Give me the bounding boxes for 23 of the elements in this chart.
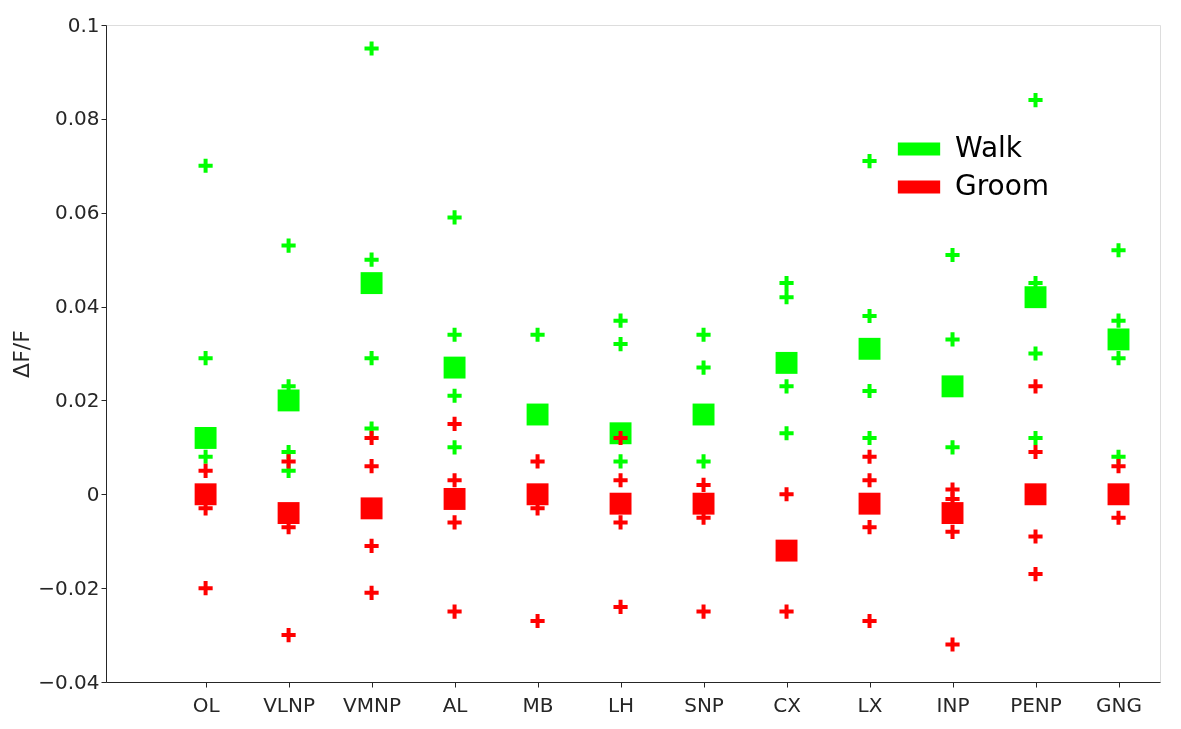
y-tick-label: 0.08 xyxy=(54,106,100,131)
x-tick-label: VMNP xyxy=(343,692,402,717)
y-tick-label: −0.02 xyxy=(38,575,100,600)
x-tick-label: OL xyxy=(192,692,221,717)
x-tick-label: LX xyxy=(857,692,883,717)
y-tick-label: 0 xyxy=(86,481,100,506)
y-tick-label: 0.06 xyxy=(54,200,100,225)
x-tick-label: SNP xyxy=(684,692,724,717)
x-tick-label: VLNP xyxy=(263,692,316,717)
x-tick-label: LH xyxy=(607,692,635,717)
x-tick-label: CX xyxy=(773,692,802,717)
x-tick-label: PENP xyxy=(1010,692,1062,717)
y-tick-label: 0.02 xyxy=(54,387,100,412)
legend-label: Walk xyxy=(955,131,1023,164)
y-tick-label: 0.04 xyxy=(54,294,100,319)
legend-label: Groom xyxy=(955,169,1050,202)
x-tick-label: INP xyxy=(936,692,970,717)
x-tick-label: MB xyxy=(522,692,554,717)
y-tick-label: 0.1 xyxy=(67,12,100,37)
y-tick-label: −0.04 xyxy=(38,669,100,694)
x-tick-label: GNG xyxy=(1096,692,1142,717)
x-tick-label: AL xyxy=(442,692,469,717)
y-axis-title: ΔF/F xyxy=(9,330,35,378)
